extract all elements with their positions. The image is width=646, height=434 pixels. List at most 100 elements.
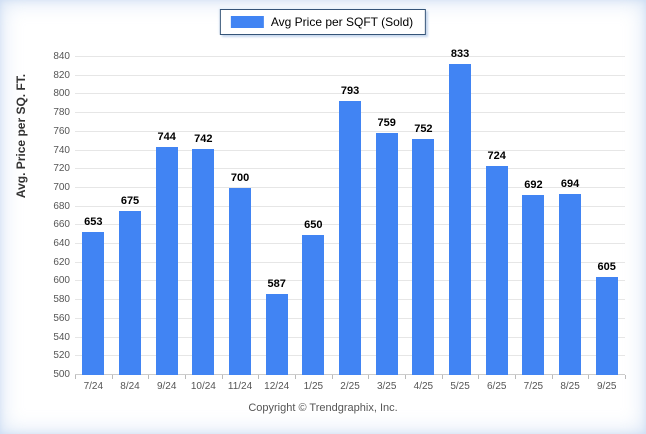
x-tick-label-6/25: 6/25: [486, 381, 507, 392]
y-tick-label-780: 780: [53, 107, 70, 119]
bar-value-label-7/25: 692: [524, 179, 543, 192]
bar-2/25: [339, 100, 362, 375]
bar-7/25: [522, 195, 545, 375]
x-axis-boundary-tick: [331, 375, 333, 379]
x-axis-boundary-tick: [588, 375, 590, 379]
bar-slot-8/25: 694: [552, 57, 589, 375]
y-axis-title: Avg. Price per SQ. FT.: [14, 73, 28, 199]
x-tick-label-9/24: 9/24: [156, 381, 177, 392]
bar-slot-8/24: 675: [112, 57, 149, 375]
x-axis-boundary-tick: [185, 375, 186, 379]
bar-value-label-9/25: 605: [597, 260, 616, 273]
copyright-text: Copyright © Trendgraphix, Inc.: [248, 402, 398, 414]
y-tick-label-640: 640: [53, 238, 70, 250]
y-tick-label-820: 820: [53, 69, 70, 81]
x-axis-boundary-tick: [441, 375, 443, 379]
y-tick-label-620: 620: [53, 256, 70, 268]
x-tick-label-12/24: 12/24: [264, 381, 290, 392]
bars-row: 653 675 744 742 700 587 650 793 759 752 833 724 692 6…: [75, 48, 625, 375]
x-tick-label-7/25: 7/25: [523, 381, 544, 392]
x-axis-labels: 7/24 8/24 9/24 10/24 11/24 12/24 1/25 2/25 3/25 4…: [75, 381, 625, 392]
y-tick-label-700: 700: [53, 181, 70, 193]
bar-value-label-12/24: 587: [267, 277, 286, 290]
y-tick-label-660: 660: [53, 219, 70, 231]
x-tick-label-11/24: 11/24: [227, 381, 253, 392]
x-tick-label-5/25: 5/25: [450, 381, 470, 392]
y-tick-label-740: 740: [53, 144, 70, 156]
y-tick-label-540: 540: [53, 331, 70, 343]
y-tick-label-800: 800: [53, 88, 70, 100]
y-tick-label-560: 560: [53, 312, 70, 324]
bar-1/25: [302, 234, 325, 375]
bar-slot-4/25: 752: [405, 57, 442, 375]
x-axis-boundary-tick: [258, 375, 260, 379]
legend[interactable]: Avg Price per SQFT (Sold): [219, 9, 427, 35]
y-tick-label-500: 500: [53, 369, 70, 380]
y-tick-label-760: 760: [53, 125, 70, 137]
bar-slot-9/25: 605: [588, 57, 625, 375]
bar-value-label-11/24: 700: [230, 171, 250, 184]
y-tick-label-680: 680: [53, 200, 70, 212]
x-axis-boundary-tick: [75, 375, 76, 379]
x-tick-label-10/24: 10/24: [190, 381, 216, 392]
legend-swatch-icon: [230, 16, 264, 28]
bar-value-label-8/24: 675: [120, 195, 140, 208]
x-tick-label-1/25: 1/25: [303, 381, 324, 392]
y-tick-label-580: 580: [53, 294, 70, 306]
gridline-800: [75, 93, 625, 95]
bar-value-label-10/24: 742: [194, 132, 213, 145]
gridline-840: [75, 56, 625, 57]
bar-value-label-7/24: 653: [84, 215, 103, 228]
y-tick-label-840: 840: [53, 51, 70, 62]
bar-slot-7/24: 653: [75, 57, 112, 375]
x-axis-boundary-tick: [625, 375, 626, 379]
gridline-820: [75, 74, 625, 76]
y-axis-tick-labels: 500 520 540 560 580 600 620 640 660 680 700 720 740 7…: [40, 51, 70, 380]
x-axis-boundary-tick: [405, 375, 406, 379]
x-axis-boundary-tick: [111, 375, 113, 379]
bar-8/24: [119, 211, 141, 375]
bar-value-label-9/24: 744: [157, 130, 176, 143]
x-tick-label-8/25: 8/25: [560, 381, 580, 392]
bar-5/25: [449, 63, 472, 375]
bar-slot-3/25: 759: [368, 57, 405, 375]
x-tick-label-9/25: 9/25: [597, 381, 617, 392]
x-tick-label-4/25: 4/25: [413, 381, 434, 392]
bar-value-label-5/25: 833: [450, 47, 470, 60]
bar-10/24: [192, 148, 215, 375]
bar-6/25: [485, 165, 508, 375]
x-axis-boundary-tick: [515, 375, 516, 379]
y-tick-label-600: 600: [53, 275, 70, 287]
bar-slot-11/24: 700: [222, 57, 259, 375]
bar-7/24: [82, 231, 105, 375]
bar-value-label-1/25: 650: [304, 218, 323, 231]
legend-label: Avg Price per SQFT (Sold): [270, 15, 414, 29]
bar-9/24: [155, 146, 178, 375]
bar-11/24: [229, 187, 252, 375]
bar-slot-6/25: 724: [478, 57, 515, 375]
y-tick-label-520: 520: [53, 350, 70, 362]
bar-8/25: [559, 193, 582, 375]
bar-slot-9/24: 744: [148, 57, 185, 375]
bar-value-label-2/25: 793: [340, 84, 360, 97]
bar-12/24: [265, 293, 288, 375]
x-axis-boundary-tick: [148, 375, 150, 379]
bar-value-label-8/25: 694: [560, 177, 580, 190]
bar-slot-12/24: 587: [258, 57, 295, 375]
bar-slot-1/25: 650: [295, 57, 332, 375]
bar-value-label-4/25: 752: [414, 123, 433, 136]
x-tick-label-3/25: 3/25: [376, 381, 397, 392]
x-axis-boundary-tick: [368, 375, 370, 379]
x-tick-label-2/25: 2/25: [340, 381, 360, 392]
bar-value-label-3/25: 759: [377, 116, 396, 129]
bar-slot-5/25: 833: [442, 48, 479, 375]
bar-3/25: [375, 132, 398, 375]
x-axis-boundary-tick: [295, 375, 296, 379]
x-axis-boundary-tick: [478, 375, 480, 379]
x-tick-label-7/24: 7/24: [83, 381, 104, 392]
bar-slot-2/25: 793: [332, 57, 369, 375]
bar-slot-10/24: 742: [185, 57, 222, 375]
x-axis-boundary-tick: [551, 375, 553, 379]
x-tick-label-8/24: 8/24: [120, 381, 140, 392]
bar-value-label-6/25: 724: [487, 149, 506, 162]
